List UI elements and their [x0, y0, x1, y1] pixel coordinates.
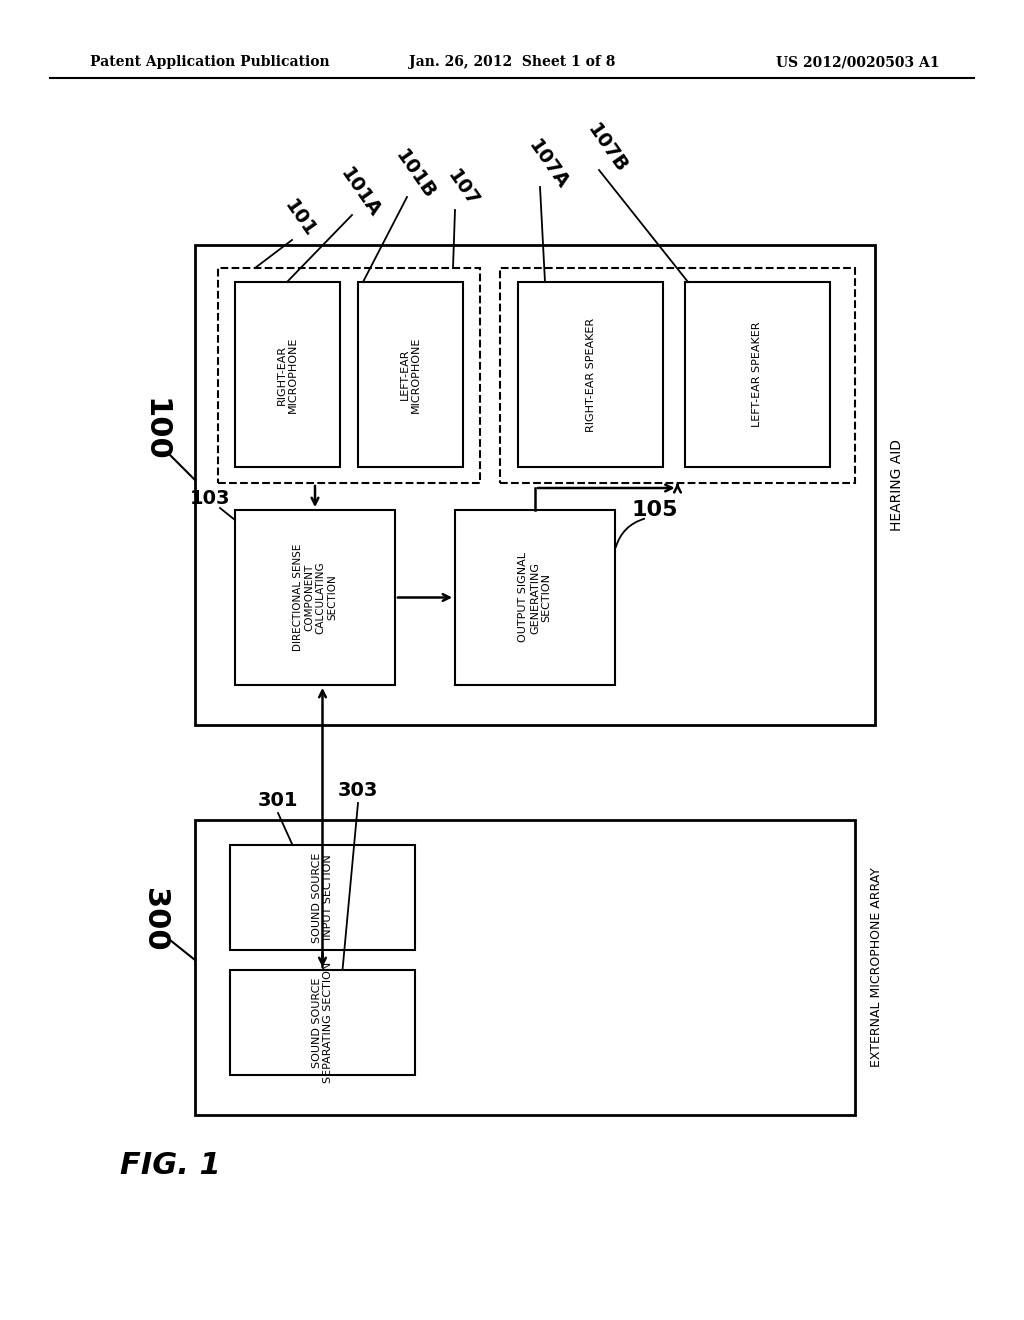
Text: 107B: 107B [584, 120, 631, 176]
Bar [685, 282, 830, 467]
Bar [218, 268, 480, 483]
Text: Jan. 26, 2012  Sheet 1 of 8: Jan. 26, 2012 Sheet 1 of 8 [409, 55, 615, 69]
Bar [230, 845, 415, 950]
Text: RIGHT-EAR SPEAKER: RIGHT-EAR SPEAKER [586, 317, 596, 432]
Text: LEFT-EAR SPEAKER: LEFT-EAR SPEAKER [753, 322, 763, 428]
Text: DIRECTIONAL SENSE
COMPONENT
CALCULATING
SECTION: DIRECTIONAL SENSE COMPONENT CALCULATING … [293, 544, 337, 651]
Text: 301: 301 [258, 791, 298, 809]
Bar [230, 970, 415, 1074]
Bar [455, 510, 615, 685]
Text: RIGHT-EAR
MICROPHONE: RIGHT-EAR MICROPHONE [276, 337, 298, 413]
Text: SOUND SOURCE
SEPARATING SECTION: SOUND SOURCE SEPARATING SECTION [311, 962, 333, 1084]
Text: OUTPUT SIGNAL
GENERATING
SECTION: OUTPUT SIGNAL GENERATING SECTION [518, 553, 552, 643]
Text: Patent Application Publication: Patent Application Publication [90, 55, 330, 69]
Text: US 2012/0020503 A1: US 2012/0020503 A1 [776, 55, 940, 69]
Bar [518, 282, 663, 467]
Text: HEARING AID: HEARING AID [890, 440, 904, 531]
Bar [234, 282, 340, 467]
Text: 107A: 107A [524, 137, 571, 193]
Text: EXTERNAL MICROPHONE ARRAY: EXTERNAL MICROPHONE ARRAY [870, 867, 884, 1068]
Bar [195, 246, 874, 725]
Text: 303: 303 [338, 780, 378, 800]
Bar [195, 820, 855, 1115]
Text: 101B: 101B [391, 147, 438, 203]
Text: 107: 107 [443, 166, 482, 210]
Bar [234, 510, 395, 685]
Text: 100: 100 [140, 399, 170, 462]
Text: 101: 101 [281, 195, 319, 240]
Text: 300: 300 [140, 888, 170, 952]
Text: 105: 105 [632, 500, 678, 520]
Text: LEFT-EAR
MICROPHONE: LEFT-EAR MICROPHONE [399, 337, 421, 413]
Text: SOUND SOURCE
INPUT SECTION: SOUND SOURCE INPUT SECTION [311, 853, 333, 942]
Text: 101A: 101A [336, 165, 384, 222]
Bar [500, 268, 855, 483]
Text: FIG. 1: FIG. 1 [120, 1151, 221, 1180]
Text: 103: 103 [189, 488, 230, 507]
Bar [358, 282, 463, 467]
